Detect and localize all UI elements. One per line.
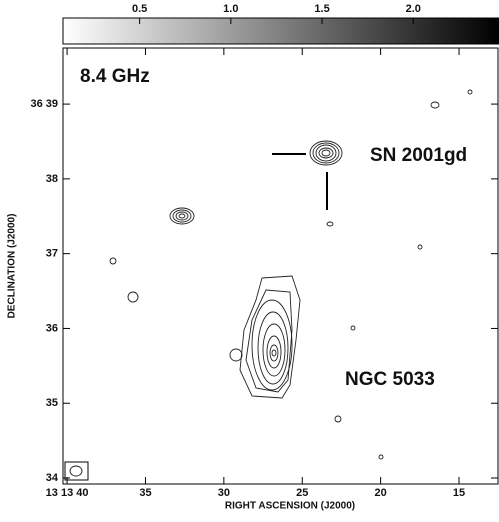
colorbar-tick-label: 2.0 [406, 3, 421, 15]
colorbar [63, 18, 499, 44]
plot-frame [63, 48, 498, 484]
y-tick-label: 38 [46, 173, 58, 185]
x-tick-label: 15 [453, 487, 465, 499]
x-tick-label: 13 13 40 [46, 487, 89, 499]
x-axis-label: RIGHT ASCENSION (J2000) [225, 501, 355, 512]
x-tick-label: 25 [296, 487, 308, 499]
y-tick-label: 37 [46, 248, 58, 260]
y-axis-label: DECLINATION (J2000) [7, 214, 18, 319]
colorbar-tick-label: 1.0 [223, 3, 238, 15]
y-tick-label: 35 [46, 397, 58, 409]
chart: 8.4 GHz SN 2001gd NGC 5033 RIGHT ASCENSI… [0, 0, 499, 517]
band-label: 8.4 GHz [80, 66, 150, 87]
x-tick-label: 30 [218, 487, 230, 499]
x-tick-label: 20 [375, 487, 387, 499]
y-tick-label: 34 [46, 472, 59, 484]
colorbar-tick-label: 1.5 [314, 3, 329, 15]
y-tick-label: 36 [46, 322, 58, 334]
x-tick-label: 35 [139, 487, 151, 499]
colorbar-tick-label: 0.5 [132, 3, 147, 15]
annotation: SN 2001gd [370, 145, 467, 166]
annotation: NGC 5033 [345, 369, 435, 390]
y-tick-label: 36 39 [30, 98, 58, 110]
